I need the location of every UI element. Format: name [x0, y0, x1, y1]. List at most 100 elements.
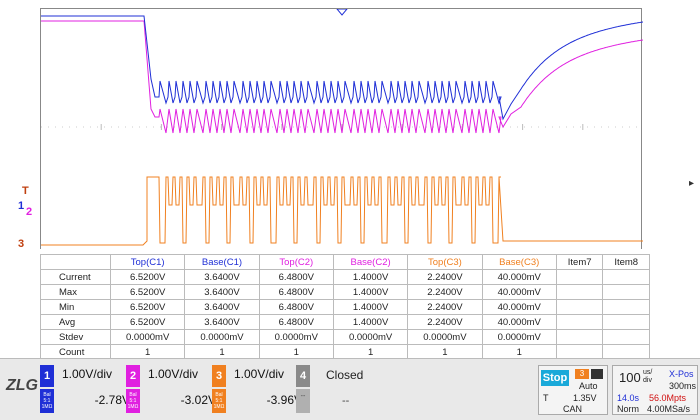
measurement-cell: 3.6400V — [184, 299, 260, 315]
header-cell: Top(C3) — [407, 254, 483, 270]
measurement-cell: 3.6400V — [184, 314, 260, 330]
measurement-table: Top(C1) Base(C1) Top(C2) Base(C2) Top(C3) Bas… — [40, 254, 650, 360]
trigger-type: CAN — [563, 404, 583, 414]
measurement-cell: 0.0000mV — [481, 329, 557, 345]
measurement-cell: 1.4000V — [332, 299, 409, 315]
measurement-cell: 3.6400V — [184, 269, 260, 285]
panel-expand-arrow-icon[interactable]: ▸ — [688, 178, 694, 189]
trigger-marker[interactable]: T — [22, 185, 29, 197]
timebase-unit-top: us/ — [643, 369, 653, 376]
trigger-mode: Auto — [579, 381, 598, 391]
measurement-header-row: Top(C1) Base(C1) Top(C2) Base(C2) Top(C3) Bas… — [40, 254, 650, 270]
channel4-closed-label: Closed — [326, 368, 364, 382]
measurement-cell: 1.4000V — [332, 269, 409, 285]
acquire-mode: Norm — [617, 404, 639, 414]
measurement-cell: 6.4800V — [258, 299, 334, 315]
channel2-number: 2 — [126, 365, 140, 387]
measurement-cell: 1.4000V — [332, 284, 409, 300]
measurement-cell: 6.5200V — [109, 269, 186, 285]
measurement-cell: 0.0000mV — [407, 329, 483, 345]
sample-rate: 4.00MSa/s — [647, 404, 691, 414]
run-stop-status[interactable]: Stop — [541, 370, 569, 386]
header-cell: Top(C1) — [109, 254, 186, 270]
timebase-unit-bottom: div — [643, 377, 652, 384]
measurement-cell: 40.000mV — [481, 299, 557, 315]
measurement-cell — [602, 314, 650, 330]
channel4-panel[interactable]: 4 -- Closed -- — [296, 365, 364, 415]
measurement-cell: 2.2400V — [407, 299, 483, 315]
measurement-row: Current 6.5200V 3.6400V 6.4800V 1.4000V 2.240… — [40, 269, 650, 285]
timebase-panel[interactable]: 100 us/ div X-Pos 300ms 14.0s 56.0Mpts N… — [612, 365, 698, 415]
measurement-cell: 40.000mV — [481, 284, 557, 300]
row-label: Min — [40, 299, 111, 315]
channel3-panel[interactable]: 3 Bal 5:1 1MΩ 1.00V/div -3.96V — [212, 365, 302, 415]
measurement-cell: 0.0000mV — [258, 329, 334, 345]
channel4-dash: -- — [296, 389, 310, 413]
record-length: 14.0s — [617, 393, 640, 403]
measurement-cell: 6.5200V — [109, 314, 186, 330]
channel2-coupling: Bal 5:1 1MΩ — [126, 389, 140, 413]
measurement-cell — [602, 329, 650, 345]
channel3-offset: -3.96V — [266, 393, 302, 407]
header-cell: Base(C1) — [184, 254, 260, 270]
trigger-panel[interactable]: Stop 3 Auto T 1.35V CAN — [538, 365, 608, 415]
ch2-marker[interactable]: 2 — [26, 206, 33, 218]
measurement-cell — [555, 269, 604, 285]
measurement-row: Avg 6.5200V 3.6400V 6.4800V 1.4000V 2.2400V 40… — [40, 314, 650, 330]
xpos-label: X-Pos — [669, 369, 694, 379]
row-label: Stdev — [40, 329, 111, 345]
trigger-edge-icon — [591, 369, 603, 379]
measurement-cell — [602, 269, 650, 285]
measurement-cell: 0.0000mV — [109, 329, 186, 345]
measurement-cell: 6.4800V — [258, 269, 334, 285]
measurement-cell: 3.6400V — [184, 284, 260, 300]
channel2-trace — [41, 20, 643, 134]
header-cell: Item8 — [602, 254, 650, 270]
measurement-cell — [555, 284, 604, 300]
brand-logo: ZLG — [6, 377, 38, 394]
header-cell: Base(C2) — [332, 254, 409, 270]
header-cell: Top(C2) — [258, 254, 334, 270]
channel4-offset-dash: -- — [342, 395, 350, 407]
channel2-panel[interactable]: 2 Bal 5:1 1MΩ 1.00V/div -3.02V — [126, 365, 216, 415]
measurement-cell — [555, 314, 604, 330]
measurement-cell — [602, 284, 650, 300]
trigger-level-label: T — [543, 393, 549, 403]
measurement-cell: 40.000mV — [481, 269, 557, 285]
channel1-number: 1 — [40, 365, 54, 387]
channel4-number: 4 — [296, 365, 310, 387]
measurement-cell: 2.2400V — [407, 269, 483, 285]
ch3-marker[interactable]: 3 — [18, 238, 25, 250]
waveform-canvas — [41, 9, 643, 246]
row-label: Current — [40, 269, 111, 285]
row-label: Max — [40, 284, 111, 300]
memory-depth: 56.0Mpts — [649, 393, 687, 403]
channel3-number: 3 — [212, 365, 226, 387]
channel1-panel[interactable]: 1 Bal 5:1 1MΩ 1.00V/div -2.78V — [40, 365, 130, 415]
measurement-row: Max 6.5200V 3.6400V 6.4800V 1.4000V 2.2400V 40… — [40, 284, 650, 300]
trigger-position-marker — [336, 9, 348, 16]
header-cell: Item7 — [555, 254, 604, 270]
channel2-offset: -3.02V — [180, 393, 216, 407]
measurement-row: Stdev 0.0000mV 0.0000mV 0.0000mV 0.0000mV 0.0… — [40, 329, 650, 345]
measurement-cell: 6.4800V — [258, 314, 334, 330]
measurement-cell — [555, 329, 604, 345]
trigger-source: 3 — [575, 369, 589, 379]
status-bar: ZLG 1 Bal 5:1 1MΩ 1.00V/div -2.78V 2 Bal… — [0, 358, 700, 420]
channel3-coupling: Bal 5:1 1MΩ — [212, 389, 226, 413]
measurement-cell: 6.5200V — [109, 284, 186, 300]
xpos-value: 300ms — [669, 381, 697, 391]
channel1-vdiv: 1.00V/div — [62, 367, 113, 381]
measurement-cell: 6.4800V — [258, 284, 334, 300]
measurement-row: Min 6.5200V 3.6400V 6.4800V 1.4000V 2.2400V 40… — [40, 299, 650, 315]
channel2-vdiv: 1.00V/div — [148, 367, 199, 381]
header-blank — [40, 254, 111, 270]
measurement-cell: 2.2400V — [407, 314, 483, 330]
waveform-display[interactable] — [40, 8, 643, 249]
ch1-marker[interactable]: 1 — [18, 200, 25, 212]
measurement-cell: 1.4000V — [332, 314, 409, 330]
measurement-cell: 2.2400V — [407, 284, 483, 300]
row-label: Avg — [40, 314, 111, 330]
channel3-trace — [41, 176, 643, 246]
measurement-cell: 6.5200V — [109, 299, 186, 315]
